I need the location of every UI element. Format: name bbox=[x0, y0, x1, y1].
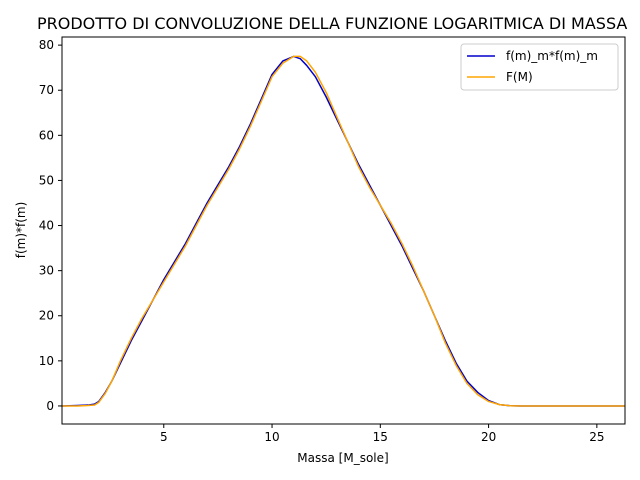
chart-title: PRODOTTO DI CONVOLUZIONE DELLA FUNZIONE … bbox=[37, 14, 627, 33]
y-axis: 0 10 20 30 40 50 60 70 80 bbox=[39, 38, 62, 413]
series-line-1 bbox=[62, 55, 625, 407]
x-axis: 5 10 15 20 25 bbox=[160, 424, 604, 444]
legend-label-2: F(M) bbox=[506, 70, 533, 84]
x-tick-label: 5 bbox=[160, 430, 168, 444]
axes-frame bbox=[61, 36, 626, 425]
x-tick-label: 20 bbox=[481, 430, 496, 444]
y-tick-label: 80 bbox=[39, 38, 54, 52]
legend-label-1: f(m)_m*f(m)_m bbox=[506, 49, 598, 63]
y-axis-label: f(m)*f(m) bbox=[14, 202, 28, 259]
y-tick-label: 0 bbox=[46, 399, 54, 413]
plot-area bbox=[62, 55, 625, 407]
y-tick-label: 50 bbox=[39, 173, 54, 187]
y-tick-label: 70 bbox=[39, 83, 54, 97]
y-tick-label: 10 bbox=[39, 354, 54, 368]
y-tick-label: 60 bbox=[39, 128, 54, 142]
x-tick-label: 25 bbox=[589, 430, 604, 444]
legend: f(m)_m*f(m)_m F(M) bbox=[460, 43, 619, 91]
y-tick-label: 30 bbox=[39, 264, 54, 278]
x-axis-label: Massa [M_sole] bbox=[297, 451, 388, 465]
legend-box bbox=[460, 43, 619, 91]
x-tick-label: 15 bbox=[373, 430, 388, 444]
x-tick-label: 10 bbox=[264, 430, 279, 444]
y-tick-label: 40 bbox=[39, 219, 54, 233]
y-tick-label: 20 bbox=[39, 309, 54, 323]
series-line-2 bbox=[62, 55, 625, 407]
